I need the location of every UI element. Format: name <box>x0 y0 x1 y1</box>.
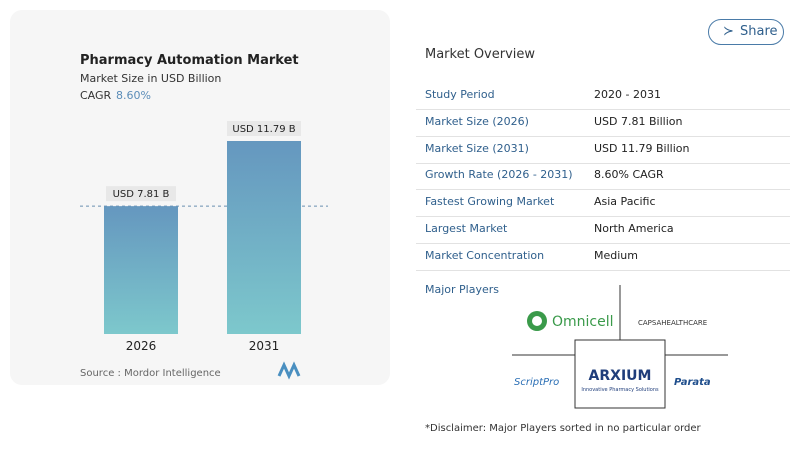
overview-value: North America <box>594 222 674 235</box>
overview-value: 8.60% CAGR <box>594 168 664 182</box>
row-separator <box>416 135 790 137</box>
overview-value: Medium <box>594 248 638 262</box>
logo-omnicell: Omnicell <box>552 314 614 330</box>
value-label: USD 11.79 B <box>232 124 295 135</box>
card <box>10 10 390 385</box>
row-separator <box>416 162 790 164</box>
overview-label: Market Concentration <box>425 248 545 262</box>
cagr-value: 8.60% <box>116 89 151 102</box>
overview-value: 2020 - 2031 <box>594 88 661 101</box>
chart-subtitle: Market Size in USD Billion <box>80 72 221 85</box>
share-button[interactable]: ≻ Share <box>708 19 784 45</box>
overview-value: USD 7.81 Billion <box>594 114 683 128</box>
overview-label: Study Period <box>425 88 495 101</box>
overview-label: Market Size (2026) <box>425 114 529 128</box>
logo-capsa: CAPSAHEALTHCARE <box>638 319 707 327</box>
chart: Pharmacy Automation Market Market Size i… <box>80 53 328 380</box>
logo-arxium: ARXIUM <box>589 368 652 384</box>
logo-arxium-tagline: Innovative Pharmacy Solutions <box>581 387 659 393</box>
value-label-box <box>227 121 301 136</box>
row-separator <box>416 189 790 191</box>
overview-value: USD 11.79 Billion <box>594 141 690 155</box>
row-separator <box>416 243 790 244</box>
overview-label: Growth Rate (2026 - 2031) <box>425 168 573 182</box>
source-logo <box>277 361 301 380</box>
value-label-box <box>106 186 176 202</box>
overview-title: Market Overview <box>425 47 536 62</box>
bar <box>227 141 301 334</box>
players-grid: Omnicell CAPSAHEALTHCARE ScriptPro ARXIU… <box>512 285 728 409</box>
disclaimer: *Disclaimer: Major Players sorted in no … <box>425 423 701 434</box>
players-title: Major Players <box>425 283 499 296</box>
source: Source : Mordor Intelligence <box>80 368 221 379</box>
share-label: Share <box>740 24 778 39</box>
cagr-label: CAGR <box>80 89 112 102</box>
x-tick-label: 2031 <box>249 339 280 353</box>
overview-label: Fastest Growing Market <box>425 195 555 209</box>
overview-value: Asia Pacific <box>594 195 656 209</box>
overview-label: Largest Market <box>425 222 508 235</box>
logo-parata: Parata <box>674 377 711 388</box>
row-separator <box>416 269 790 271</box>
x-tick-label: 2026 <box>126 339 157 353</box>
row-separator <box>416 216 790 218</box>
bar <box>104 206 178 334</box>
overview-label: Market Size (2031) <box>425 141 529 155</box>
logo-scriptpro: ScriptPro <box>514 377 559 388</box>
row-separator <box>416 109 790 110</box>
chart-title: Pharmacy Automation Market <box>80 53 299 68</box>
value-label: USD 7.81 B <box>113 189 170 200</box>
